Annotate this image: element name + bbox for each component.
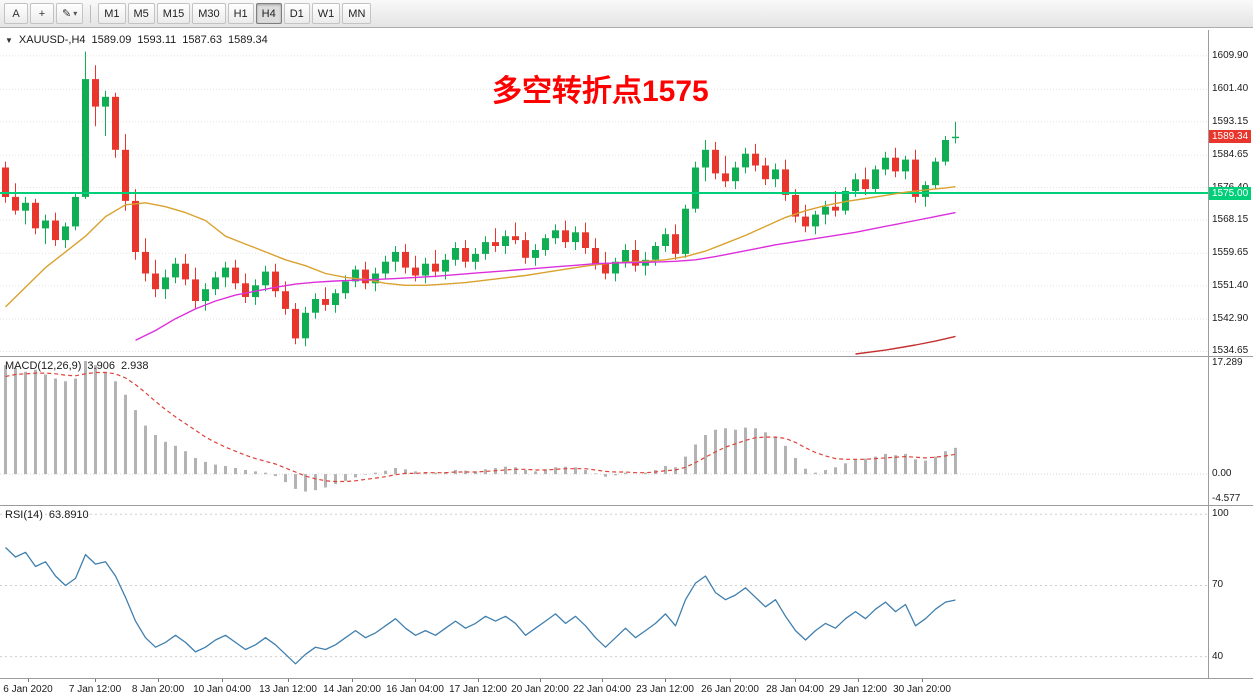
time-tick [922,679,923,682]
time-tick [602,679,603,682]
price-tick: 1584.65 [1212,149,1249,160]
time-label: 29 Jan 12:00 [829,684,887,695]
time-label: 22 Jan 04:00 [573,684,631,695]
main-chart-panel: ▼ XAUUSD-,H4 1589.09 1593.11 1587.63 158… [0,30,1253,356]
time-tick [795,679,796,682]
symbol-period-label: XAUUSD-,H4 [18,34,86,46]
time-axis[interactable]: 6 Jan 2020 7 Jan 12:00 8 Jan 20:00 10 Jan 0… [0,678,1253,700]
time-label: 7 Jan 12:00 [68,684,122,695]
crosshair-tool-button[interactable]: + [30,3,54,24]
time-tick [288,679,289,682]
axis-separator [1208,30,1209,678]
pencil-icon: ✎ [62,8,72,20]
timeframe-m1-button[interactable]: M1 [98,3,126,24]
macd-name-label: MACD(12,26,9) [5,360,82,372]
collapse-triangle-icon[interactable]: ▼ [5,35,13,45]
timeframe-m15-button[interactable]: M15 [156,3,191,24]
macd-main-value: 3.906 [87,360,115,372]
rsi-info: RSI(14) 63.8910 [5,509,89,521]
price-tick: 1559.65 [1212,247,1249,258]
macd-canvas[interactable] [0,357,1208,505]
rsi-axis[interactable]: 100 70 40 [1209,506,1253,678]
chart-annotation-text: 多空转折点1575 [492,75,709,108]
price-tick: 1593.15 [1212,116,1249,127]
time-label: 26 Jan 20:00 [701,684,759,695]
rsi-tick: 100 [1212,508,1229,519]
price-tick: 1551.40 [1212,280,1249,291]
timeframe-m5-button[interactable]: M5 [127,3,155,24]
price-tick: 1568.15 [1212,214,1249,225]
time-tick [540,679,541,682]
time-tick [478,679,479,682]
timeframe-m30-button[interactable]: M30 [192,3,226,24]
close-value: 1589.34 [228,34,268,46]
time-label: 10 Jan 04:00 [193,684,251,695]
rsi-tick: 70 [1212,579,1224,590]
panel-splitter-macd[interactable] [0,356,1253,357]
last-price-badge: 1589.34 [1209,130,1252,143]
time-tick [352,679,353,682]
time-tick [665,679,666,682]
chevron-down-icon: ▾ [73,9,78,18]
toolbar-separator [90,4,92,23]
low-value: 1587.63 [182,34,223,46]
open-value: 1589.09 [91,34,132,46]
rsi-name-label: RSI(14) [5,509,43,521]
rsi-tick: 40 [1212,651,1224,662]
price-axis[interactable]: 1609.901601.401593.151584.651576.401568.… [1209,30,1253,356]
time-label: 13 Jan 12:00 [259,684,317,695]
macd-axis[interactable]: 17.289 0.00 -4.577 [1209,357,1253,505]
panel-splitter-rsi[interactable] [0,505,1253,506]
macd-tick: -4.577 [1212,493,1241,504]
macd-tick: 17.289 [1212,357,1243,368]
main-chart-canvas[interactable] [0,30,1208,356]
macd-signal-value: 2.938 [120,360,149,372]
price-tick: 1542.90 [1212,313,1249,324]
time-label: 8 Jan 20:00 [131,684,185,695]
time-tick [95,679,96,682]
price-tick: 1609.90 [1212,50,1249,61]
hline-price-badge: 1575.00 [1209,187,1252,200]
time-tick [730,679,731,682]
time-label: 17 Jan 12:00 [449,684,507,695]
time-label: 28 Jan 04:00 [766,684,824,695]
rsi-panel: RSI(14) 63.8910 [0,506,1253,678]
timeframe-h4-button[interactable]: H4 [255,3,282,24]
timeframe-mn-button[interactable]: MN [342,3,372,24]
time-label: 20 Jan 20:00 [511,684,569,695]
macd-tick: 0.00 [1212,468,1232,479]
time-tick [28,679,29,682]
time-label: 16 Jan 04:00 [386,684,444,695]
time-tick [158,679,159,682]
time-label: 14 Jan 20:00 [323,684,381,695]
time-label: 6 Jan 2020 [3,684,53,695]
macd-info: MACD(12,26,9) 3.906 2.938 [5,360,148,372]
rsi-canvas[interactable] [0,506,1208,678]
time-label: 23 Jan 12:00 [636,684,694,695]
macd-panel: MACD(12,26,9) 3.906 2.938 [0,357,1253,505]
symbol-info: ▼ XAUUSD-,H4 1589.09 1593.11 1587.63 158… [5,34,268,46]
time-tick [222,679,223,682]
price-tick: 1534.65 [1212,345,1249,356]
price-tick: 1601.40 [1212,83,1249,94]
timeframe-w1-button[interactable]: W1 [311,3,341,24]
time-tick [415,679,416,682]
drawing-tools-button[interactable]: ✎ ▾ [56,3,84,24]
cursor-tool-button[interactable]: A [4,3,28,24]
timeframe-h1-button[interactable]: H1 [227,3,254,24]
time-label: 30 Jan 20:00 [893,684,951,695]
rsi-value: 63.8910 [48,509,89,521]
timeframe-d1-button[interactable]: D1 [283,3,310,24]
high-value: 1593.11 [137,34,177,46]
toolbar: A + ✎ ▾ M1 M5 M15 M30 H1 H4 D1 W1 MN [0,0,1253,28]
time-tick [858,679,859,682]
